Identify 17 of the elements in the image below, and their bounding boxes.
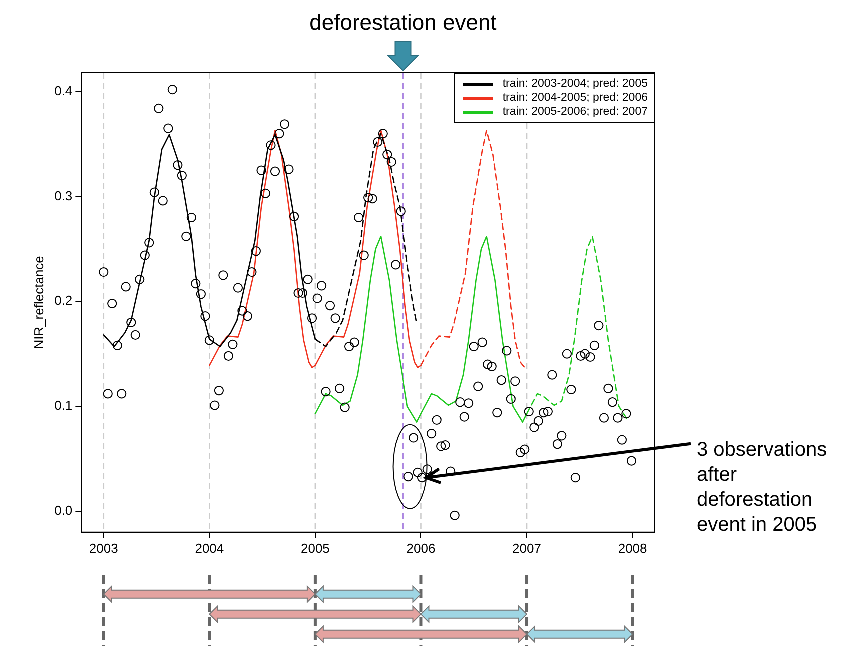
x-tick-label: 2008 bbox=[618, 540, 648, 556]
annotation: 3 observations after deforestation event in 2005 bbox=[697, 438, 828, 538]
legend-label: train: 2005-2006; pred: 2007 bbox=[502, 106, 648, 118]
x-tick-label: 2006 bbox=[406, 540, 436, 556]
y-tick-label: 0.0 bbox=[54, 503, 73, 518]
y-tick-label: 0.4 bbox=[54, 83, 73, 98]
x-tick-label: 2004 bbox=[195, 540, 224, 556]
legend-label: train: 2004-2005; pred: 2006 bbox=[502, 92, 648, 104]
x-tick-label: 2007 bbox=[512, 540, 542, 556]
y-tick-label: 0.1 bbox=[54, 398, 73, 414]
x-tick-label: 2005 bbox=[300, 540, 330, 556]
y-tick-label: 0.2 bbox=[54, 293, 73, 308]
legend-label: train: 2003-2004; pred: 2005 bbox=[502, 78, 648, 90]
y-axis-title: NIR_reflectance bbox=[31, 256, 46, 350]
y-tick-label: 0.3 bbox=[54, 188, 73, 204]
x-tick-label: 2003 bbox=[89, 540, 118, 556]
ref-line-label: deforestation event bbox=[308, 10, 498, 36]
